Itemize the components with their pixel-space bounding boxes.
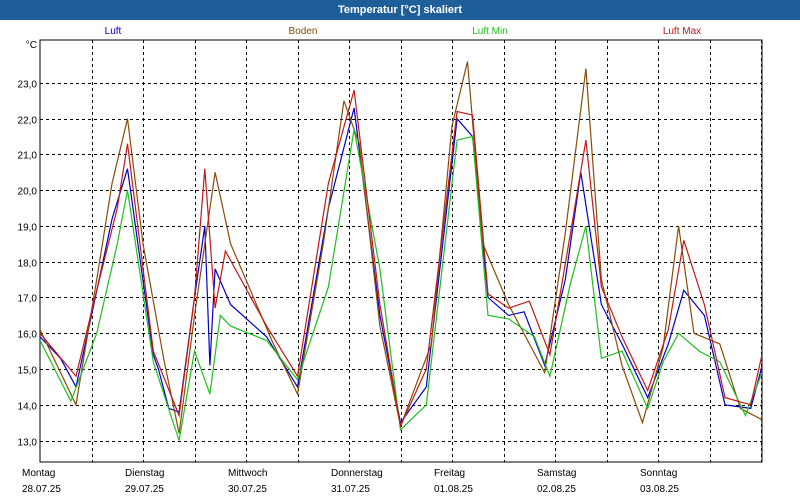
y-tick-label: 23,0	[18, 80, 38, 91]
legend-luft: Luft	[105, 26, 122, 37]
y-tick-label: 14,0	[18, 402, 38, 413]
series-line-luft-min	[40, 129, 762, 441]
x-tick-date: 01.08.25	[434, 484, 473, 495]
y-tick-label: 20,0	[18, 187, 38, 198]
y-tick-label: 21,0	[18, 151, 38, 162]
x-tick-date: 02.08.25	[537, 484, 576, 495]
x-tick-date: 29.07.25	[125, 484, 164, 495]
x-tick-weekday: Mittwoch	[228, 468, 267, 479]
x-tick-weekday: Freitag	[434, 468, 465, 479]
x-tick-date: 28.07.25	[22, 484, 61, 495]
legend-luft-max: Luft Max	[663, 26, 701, 37]
y-tick-label: 19,0	[18, 223, 38, 234]
x-tick-weekday: Sonntag	[640, 468, 677, 479]
x-tick-date: 31.07.25	[331, 484, 370, 495]
y-tick-label: 22,0	[18, 116, 38, 127]
series-line-luft	[40, 107, 762, 425]
x-tick-date: 03.08.25	[640, 484, 679, 495]
x-tick-date: 30.07.25	[228, 484, 267, 495]
y-tick-label: 13,0	[18, 438, 38, 449]
x-tick-weekday: Montag	[22, 468, 55, 479]
x-tick-weekday: Donnerstag	[331, 468, 383, 479]
y-tick-label: 16,0	[18, 330, 38, 341]
legend-luft-min: Luft Min	[472, 26, 508, 37]
legend-boden: Boden	[289, 26, 318, 37]
y-axis-label: °C	[26, 40, 37, 51]
series-line-luft-max	[40, 89, 762, 429]
y-tick-label: 18,0	[18, 259, 38, 270]
y-tick-label: 17,0	[18, 294, 38, 305]
x-tick-weekday: Samstag	[537, 468, 576, 479]
y-tick-label: 15,0	[18, 366, 38, 377]
x-tick-weekday: Dienstag	[125, 468, 164, 479]
chart-title: Temperatur [°C] skaliert	[0, 0, 800, 20]
